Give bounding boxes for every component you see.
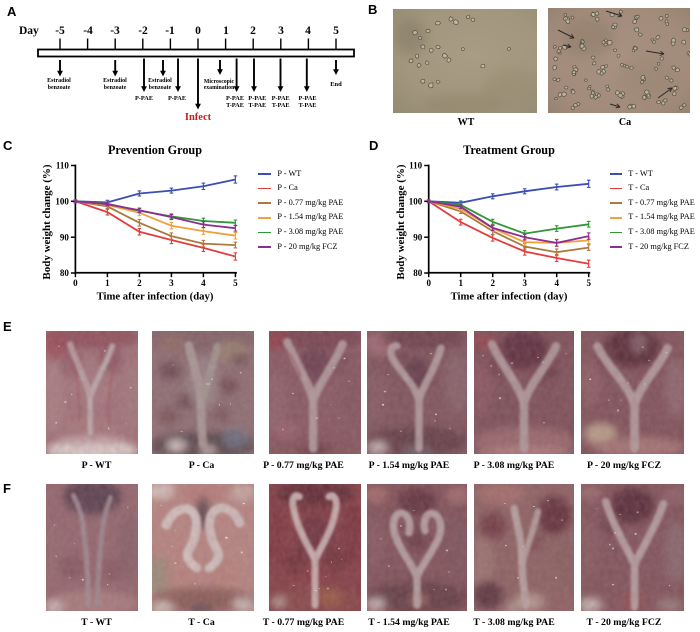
svg-text:5: 5 [586, 278, 591, 288]
svg-text:1: 1 [458, 278, 463, 288]
svg-text:2: 2 [490, 278, 495, 288]
svg-text:110: 110 [409, 161, 423, 171]
svg-text:80: 80 [60, 268, 70, 278]
svg-text:3: 3 [522, 278, 527, 288]
svg-text:80: 80 [413, 268, 423, 278]
svg-text:4: 4 [554, 278, 559, 288]
svg-text:2: 2 [137, 278, 142, 288]
svg-text:90: 90 [60, 232, 70, 242]
svg-text:110: 110 [56, 161, 70, 171]
svg-text:0: 0 [73, 278, 78, 288]
svg-text:Body weight change (%): Body weight change (%) [395, 164, 407, 280]
svg-text:0: 0 [426, 278, 431, 288]
svg-text:5: 5 [233, 278, 238, 288]
svg-text:Time after infection (day): Time after infection (day) [451, 291, 568, 303]
svg-text:100: 100 [55, 196, 69, 206]
svg-text:Prevention Group: Prevention Group [108, 143, 202, 157]
svg-text:1: 1 [105, 278, 110, 288]
svg-text:100: 100 [409, 196, 423, 206]
svg-text:4: 4 [201, 278, 206, 288]
svg-text:Time after infection (day): Time after infection (day) [97, 291, 214, 303]
svg-text:Treatment Group: Treatment Group [463, 143, 555, 157]
svg-text:90: 90 [413, 232, 423, 242]
svg-text:3: 3 [169, 278, 174, 288]
svg-text:Body weight change (%): Body weight change (%) [41, 164, 53, 280]
